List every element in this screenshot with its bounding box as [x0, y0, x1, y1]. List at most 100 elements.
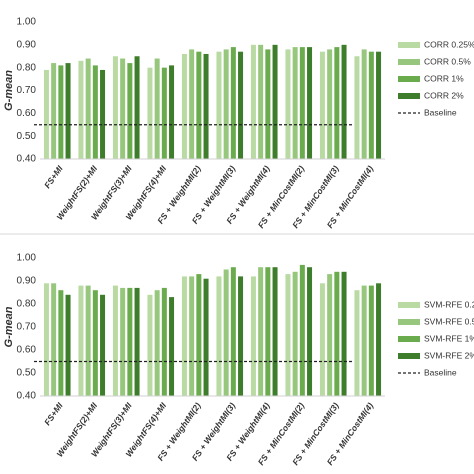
bar [319, 51, 325, 159]
bar [161, 67, 167, 159]
legend-label: CORR 0.25% [424, 39, 474, 49]
bar [51, 283, 57, 396]
bar [78, 60, 84, 159]
bar [78, 285, 84, 396]
bar [307, 47, 313, 159]
bar [216, 51, 222, 159]
bar [258, 267, 264, 396]
y-tick-label: 0.90 [17, 276, 37, 287]
bar [43, 69, 49, 159]
bar [181, 276, 187, 396]
bar [238, 51, 244, 159]
bar [341, 44, 347, 160]
legend-label: CORR 0.5% [424, 56, 471, 66]
bar [258, 44, 264, 160]
legend-label: Baseline [424, 107, 457, 117]
bar [127, 287, 133, 396]
x-tick-label: FS+MI [42, 400, 65, 427]
bar [272, 267, 278, 396]
bar [43, 283, 49, 396]
legend-swatch [398, 336, 420, 342]
bar [319, 283, 325, 396]
bar [216, 276, 222, 396]
bar [100, 294, 106, 396]
bar [181, 53, 187, 159]
bar [134, 56, 140, 159]
bar [112, 56, 118, 159]
y-tick-label: 0.90 [17, 39, 37, 50]
bar [203, 278, 209, 396]
legend-label: CORR 1% [424, 73, 464, 83]
bar [230, 47, 236, 159]
bar [203, 53, 209, 159]
bar [361, 49, 367, 159]
legend-swatch [398, 353, 420, 359]
legend-label: SVM-RFE 0.5% [424, 316, 474, 326]
legend-swatch [398, 59, 420, 65]
bar [238, 276, 244, 396]
bar [223, 269, 229, 396]
y-axis-label: G-mean [3, 70, 15, 111]
bar [376, 51, 382, 159]
bar [65, 63, 71, 159]
bar [58, 290, 64, 396]
bar [368, 285, 374, 396]
y-tick-label: 0.70 [17, 85, 37, 96]
bar [169, 65, 175, 159]
y-tick-label: 0.80 [17, 299, 37, 310]
legend-label: SVM-RFE 2% [424, 350, 474, 360]
bar [334, 271, 340, 396]
bar [327, 49, 333, 159]
bar [154, 58, 160, 159]
bar [250, 44, 256, 160]
bar [250, 276, 256, 396]
bar [361, 285, 367, 396]
bar [285, 49, 291, 159]
bar [92, 65, 98, 159]
bar [92, 290, 98, 396]
legend-swatch [398, 93, 420, 99]
legend-swatch [398, 319, 420, 325]
bar [307, 267, 313, 396]
bar [120, 287, 126, 396]
bar [223, 49, 229, 159]
bar [376, 283, 382, 396]
bar [169, 297, 175, 396]
bar [85, 285, 91, 396]
y-tick-label: 0.50 [17, 368, 37, 379]
bar [154, 290, 160, 396]
bar [354, 56, 360, 159]
bar [85, 58, 91, 159]
y-tick-label: 0.60 [17, 108, 37, 119]
bar [196, 274, 202, 396]
bar [368, 51, 374, 159]
bar [100, 69, 106, 159]
y-tick-label: 1.00 [17, 17, 37, 28]
y-tick-label: 0.80 [17, 62, 37, 73]
bar [327, 274, 333, 396]
bar [161, 287, 167, 396]
bar [272, 44, 278, 160]
bar [299, 47, 305, 159]
legend-swatch [398, 42, 420, 48]
bar [354, 290, 360, 396]
y-tick-label: 0.40 [17, 391, 37, 402]
y-tick-label: 0.50 [17, 131, 37, 142]
legend-label: SVM-RFE 0.25% [424, 299, 474, 309]
y-tick-label: 1.00 [17, 253, 37, 264]
bar [230, 267, 236, 396]
bar [51, 63, 57, 159]
y-axis-label: G-mean [3, 306, 15, 347]
bar [196, 51, 202, 159]
bar [147, 67, 153, 159]
bar [299, 264, 305, 396]
bar [65, 294, 71, 396]
bar [189, 49, 195, 159]
legend-swatch [398, 302, 420, 308]
bar [265, 49, 271, 159]
bar [265, 267, 271, 396]
x-tick-label: FS+MI [42, 163, 65, 190]
bar [285, 274, 291, 396]
legend-swatch [398, 76, 420, 82]
